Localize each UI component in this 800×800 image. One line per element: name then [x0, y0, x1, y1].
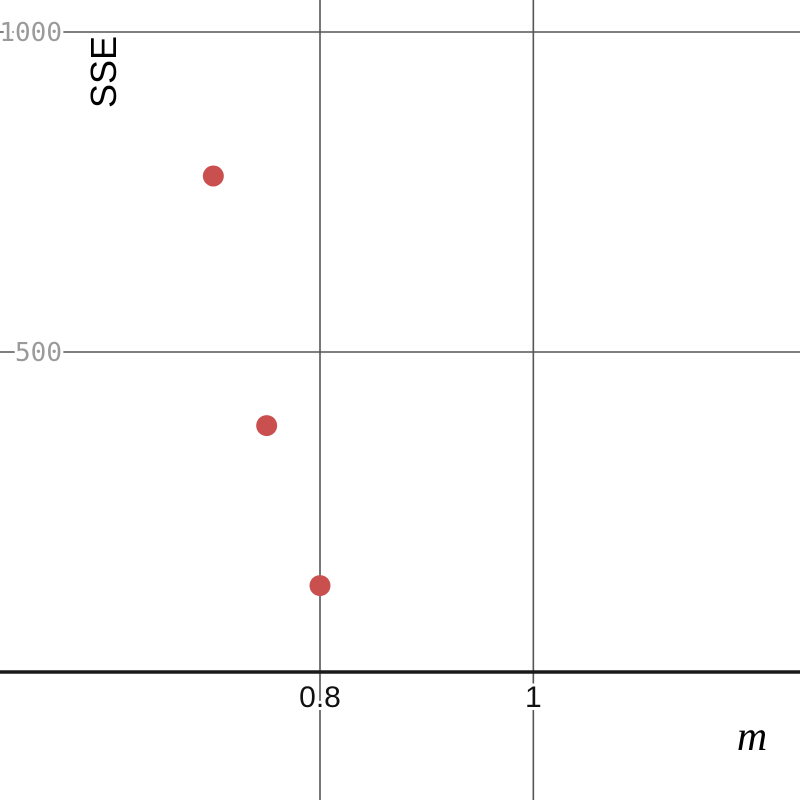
x-tick-label-0: 0.8 — [299, 681, 341, 714]
y-tick-label-0: 500 — [15, 338, 62, 368]
y-axis-label: SSE — [83, 36, 124, 108]
tick-labels: 0.8 1 500 1000 — [0, 15, 545, 717]
data-point-1 — [256, 415, 278, 437]
data-points — [202, 165, 331, 597]
data-point-2 — [309, 575, 331, 597]
x-axis-label: m — [737, 714, 767, 760]
data-point-0 — [202, 165, 224, 187]
x-tick-label-1: 1 — [525, 681, 542, 714]
y-tick-label-1: 1000 — [0, 18, 62, 48]
